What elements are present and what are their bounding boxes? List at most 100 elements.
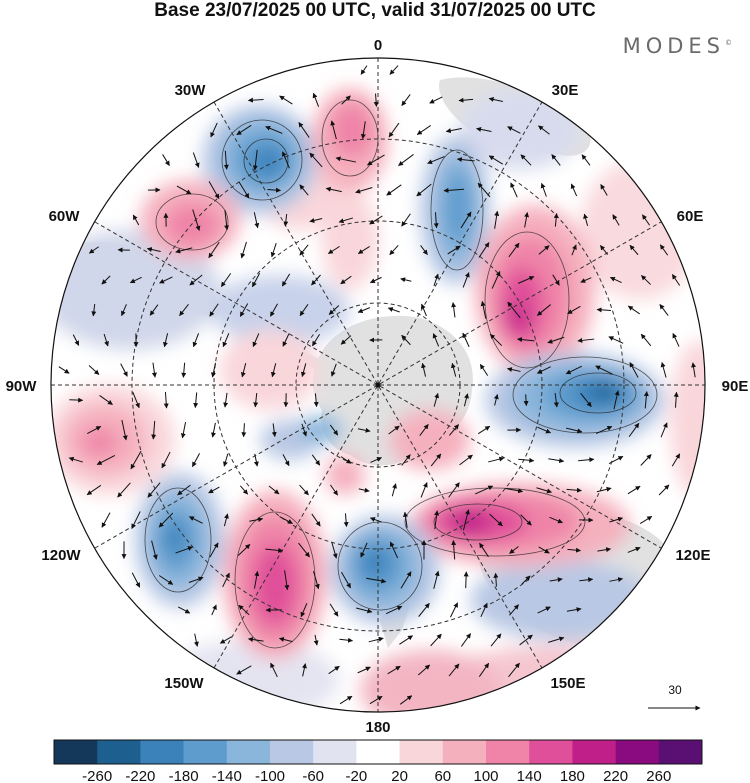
- wind-vector: [671, 274, 681, 286]
- wind-vector: [313, 571, 320, 590]
- wind-vector: [224, 210, 230, 231]
- wind-vector: [448, 482, 460, 498]
- wind-vector: [493, 572, 499, 587]
- wind-vector: [299, 484, 309, 496]
- wind-vector: [488, 456, 505, 463]
- wind-vector: [252, 333, 260, 348]
- wind-vector: [369, 517, 382, 523]
- colorbar-tick-label: 20: [391, 768, 408, 783]
- wind-vector: [463, 571, 469, 589]
- lon-label-30e: 30E: [552, 82, 579, 99]
- colorbar-tick-label: 180: [560, 768, 585, 783]
- wind-vector: [300, 363, 307, 378]
- wind-vector: [311, 454, 321, 466]
- wind-vector: [479, 542, 489, 558]
- wind-vector: [189, 274, 203, 286]
- wind-vector: [429, 96, 443, 104]
- wind-vector: [175, 546, 193, 554]
- wind-vector: [146, 247, 161, 252]
- wind-vector: [101, 275, 111, 285]
- wind-vector: [129, 276, 142, 284]
- wind-vector: [519, 634, 533, 646]
- wind-vector: [640, 454, 652, 466]
- wind-vector: [401, 213, 411, 227]
- wind-vector: [340, 335, 352, 345]
- wind-vector: [278, 637, 293, 643]
- wind-vector: [329, 484, 339, 496]
- wind-vector: [162, 154, 170, 166]
- wind-vector: [451, 540, 457, 560]
- wind-vector: [312, 92, 320, 107]
- wind-vector: [299, 304, 309, 317]
- wind-vector: [672, 332, 680, 347]
- wind-vector: [338, 217, 354, 224]
- wind-vector: [599, 245, 609, 255]
- wind-vector: [479, 363, 489, 376]
- wind-vector: [459, 454, 473, 466]
- wind-vector: [313, 393, 319, 408]
- wind-vector: [538, 546, 550, 554]
- wind-vector: [460, 211, 472, 229]
- wind-vector: [159, 276, 173, 284]
- wind-vector: [418, 602, 430, 617]
- wind-vector: [249, 517, 264, 523]
- south-pole-marker: [375, 382, 381, 388]
- wind-vector: [609, 516, 624, 523]
- wind-vector: [508, 662, 520, 678]
- wind-vector: [571, 244, 577, 256]
- wind-vector: [151, 362, 157, 378]
- wind-vector: [367, 154, 385, 166]
- wind-vector: [117, 482, 131, 498]
- wind-vector: [578, 457, 595, 463]
- wind-vector: [491, 270, 501, 289]
- wind-vector: [449, 602, 459, 618]
- wind-vector: [132, 214, 140, 226]
- wind-vector: [399, 635, 414, 645]
- wind-vector: [548, 458, 565, 464]
- wind-vector: [240, 241, 247, 259]
- wind-vector: [566, 487, 582, 493]
- wind-vector: [521, 575, 531, 585]
- wind-vector: [239, 303, 249, 317]
- wind-vector: [642, 214, 650, 226]
- wind-vector: [553, 392, 559, 408]
- wind-vector: [181, 362, 187, 378]
- colorbar-swatch: [270, 740, 314, 764]
- wind-vector: [223, 453, 229, 467]
- logo-mark: ©: [725, 39, 732, 47]
- wind-vector: [313, 634, 319, 646]
- wind-vector: [506, 367, 521, 372]
- wind-vector: [161, 451, 171, 469]
- wind-vector: [211, 422, 216, 438]
- wind-vector: [325, 186, 342, 193]
- wind-vector: [327, 245, 340, 255]
- wind-vector: [208, 181, 220, 200]
- wind-vector: [448, 663, 460, 677]
- wind-vector: [608, 455, 624, 465]
- wind-vector: [627, 546, 641, 553]
- wind-vector: [284, 570, 290, 591]
- wind-vector: [158, 512, 174, 528]
- wind-vector: [488, 155, 504, 165]
- colorbar-tick-label: -180: [169, 768, 199, 783]
- wind-vector: [179, 304, 189, 317]
- wind-vector: [299, 184, 309, 196]
- wind-vector: [369, 215, 383, 225]
- wind-vector: [251, 272, 261, 288]
- wind-vector: [147, 482, 161, 498]
- wind-vector: [400, 277, 412, 283]
- colorbar-swatch: [442, 740, 487, 764]
- wind-vector: [419, 423, 429, 436]
- colorbar-swatch: [226, 740, 271, 764]
- wind-vector: [627, 305, 640, 315]
- colorbar-tick-label: -140: [212, 768, 242, 783]
- wind-vector: [282, 454, 290, 467]
- wind-vector: [120, 363, 128, 377]
- wind-vector: [658, 484, 670, 496]
- wind-vector: [149, 304, 159, 316]
- wind-vector: [389, 541, 399, 559]
- wind-vector: [597, 547, 612, 553]
- colorbar-swatch: [140, 740, 184, 764]
- wind-vector: [660, 422, 668, 438]
- wind-vector: [192, 152, 200, 168]
